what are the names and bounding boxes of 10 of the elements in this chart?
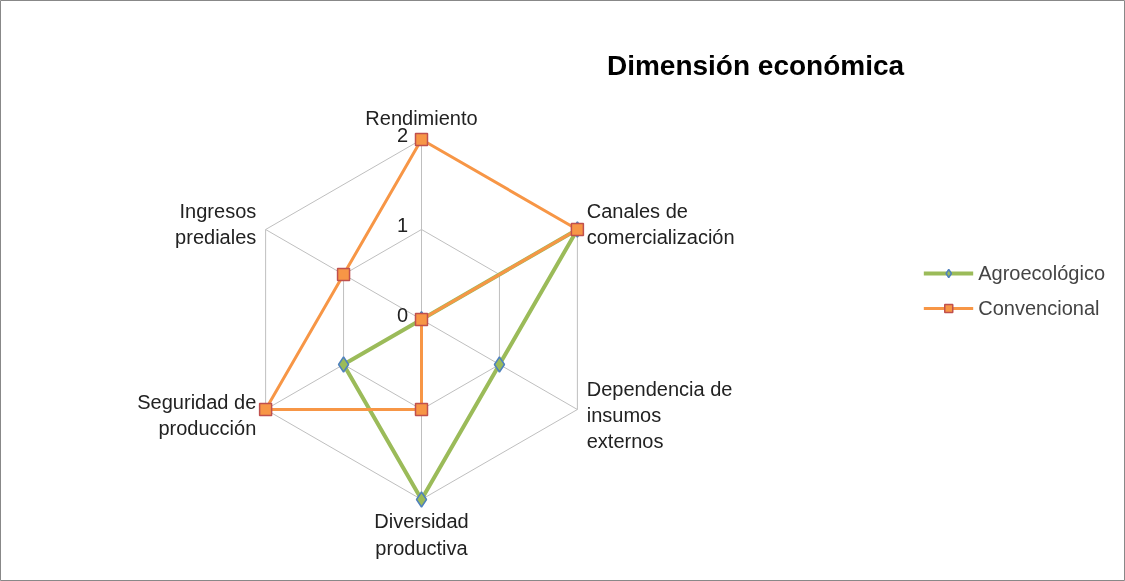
chart-title: Dimensión económica: [606, 50, 905, 81]
y-tick-label: 0: [396, 304, 408, 326]
spoke-label: Canales de comercialización: [586, 199, 735, 249]
spoke-label: Dependencia de insumos externos: [586, 377, 733, 453]
legend-label: Convencional: [978, 296, 1100, 320]
spoke-label: Seguridad de producción: [137, 390, 257, 440]
spoke-label: Ingresos prediales: [175, 199, 257, 249]
y-tick-label: 1: [396, 214, 408, 236]
legend-label: Agroecológico: [978, 261, 1105, 285]
spoke-label: Diversidad productiva: [374, 510, 469, 559]
